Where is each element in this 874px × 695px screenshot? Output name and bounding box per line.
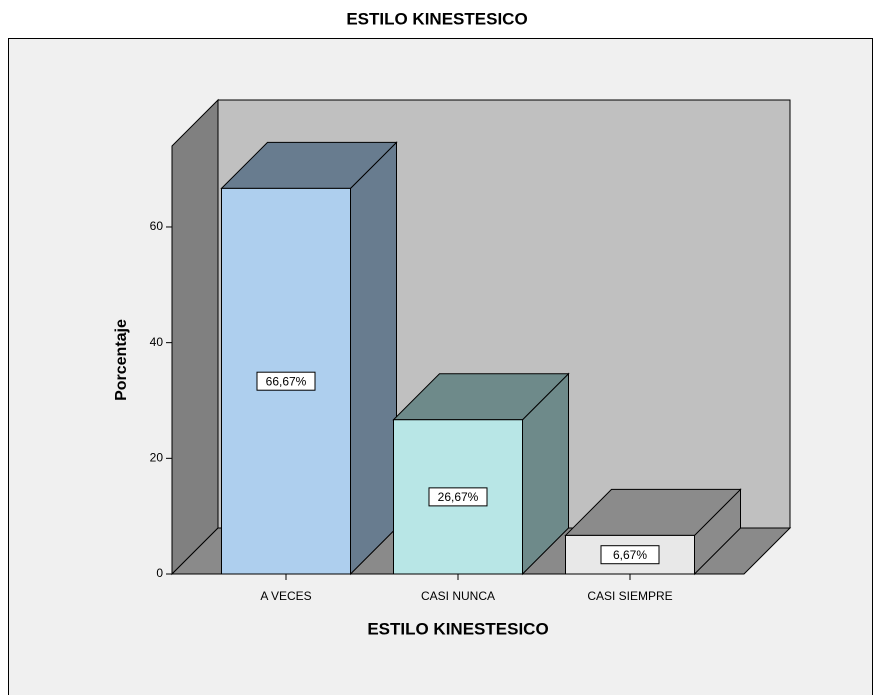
value-label-box (428, 487, 488, 507)
bar-side (350, 141, 397, 576)
y-tick-label: 60 (150, 219, 164, 233)
y-tick-label: 40 (150, 335, 164, 349)
x-tick-label: CASI SIEMPRE (587, 589, 672, 603)
x-axis-label: ESTILO KINESTESICO (367, 619, 548, 638)
chart-title: ESTILO KINESTESICO (346, 9, 527, 28)
y-axis-label: Porcentaje (113, 319, 130, 401)
value-label: 26,67% (438, 490, 479, 504)
x-tick-label: CASI NUNCA (421, 589, 495, 603)
value-label: 6,67% (613, 548, 647, 562)
value-label-box (600, 545, 660, 565)
value-label: 66,67% (266, 374, 307, 388)
y-tick-label: 0 (156, 566, 163, 580)
value-label-box (256, 371, 316, 391)
x-tick-label: A VECES (260, 589, 311, 603)
side-wall (171, 98, 219, 576)
y-tick-label: 20 (150, 450, 164, 464)
